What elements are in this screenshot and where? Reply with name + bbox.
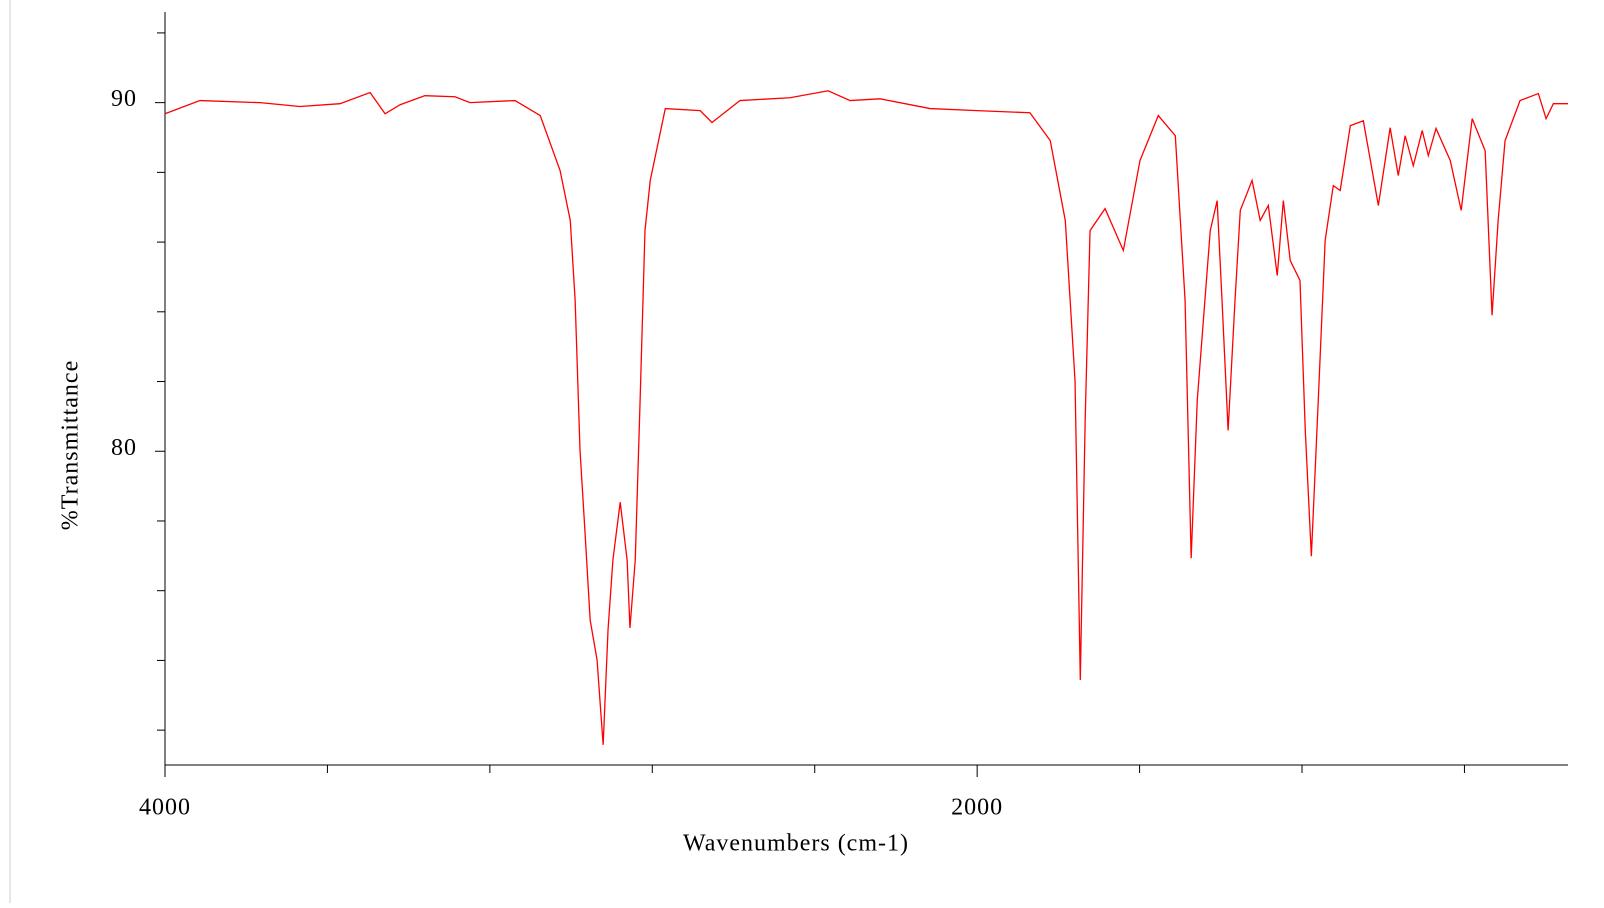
x-axis-label: Wavenumbers (cm-1): [683, 831, 909, 857]
y-axis-label: %Transmittance: [58, 360, 84, 530]
y-tick-label: 90: [111, 86, 137, 112]
spectrum-line: [164, 90, 1568, 745]
y-tick-label: 80: [111, 435, 137, 461]
x-tick-label: 4000: [139, 795, 191, 821]
x-tick-label: 2000: [951, 795, 1003, 821]
